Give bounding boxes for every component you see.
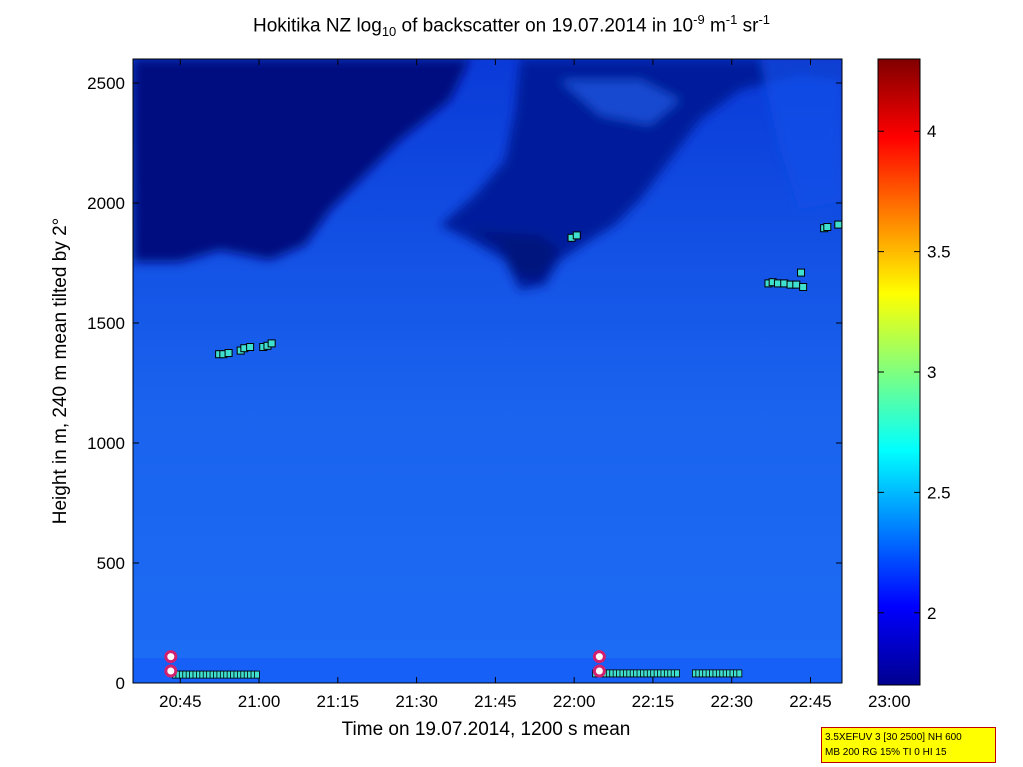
- plot-frame: [132, 58, 843, 684]
- x-tick-label: 21:00: [238, 692, 281, 711]
- low-cloud-marker: [254, 670, 260, 679]
- cloud-base-marker: [267, 339, 276, 348]
- info-box: 3.5XEFUV 3 [30 2500] NH 600 MB 200 RG 15…: [821, 727, 996, 763]
- layer-circle-marker: [164, 664, 178, 678]
- colorbar-axis: 2 2.5 3 3.5 4: [878, 122, 951, 623]
- x-tick-label: 22:00: [553, 692, 596, 711]
- cloud-base-marker: [823, 223, 832, 231]
- y-axis: 0 500 1000 1500 2000 2500: [87, 74, 842, 693]
- cloud-base-marker: [792, 280, 801, 289]
- markers-layer: [164, 220, 842, 679]
- x-tick-label: 22:15: [632, 692, 675, 711]
- layer-circle-marker: [164, 650, 178, 664]
- cloud-base-marker: [834, 220, 842, 229]
- layer-circle-marker: [592, 650, 606, 664]
- y-tick-label: 2500: [87, 74, 125, 93]
- cloud-base-marker: [224, 349, 233, 357]
- x-tick-label: 22:45: [789, 692, 832, 711]
- info-line-1: 3.5XEFUV 3 [30 2500] NH 600: [825, 732, 962, 743]
- x-axis-label: Time on 19.07.2014, 1200 s mean: [342, 719, 631, 740]
- colorbar-tick-label: 2.5: [927, 483, 951, 502]
- x-tick-label: 21:15: [317, 692, 360, 711]
- heatmap-field: [133, 59, 842, 683]
- y-tick-label: 1500: [87, 314, 125, 333]
- cloud-base-marker: [246, 343, 255, 351]
- y-tick-label: 500: [97, 554, 125, 573]
- low-cloud-marker: [736, 669, 743, 678]
- chart-title: Hokitika NZ log10 of backscatter on 19.0…: [252, 12, 771, 40]
- x-tick-label: 22:30: [710, 692, 753, 711]
- x-tick-label: 20:45: [159, 692, 202, 711]
- colorbar-tick-label: 3: [927, 363, 936, 382]
- cloud-base-marker: [572, 231, 581, 240]
- low-cloud-marker: [674, 669, 680, 678]
- cloud-base-marker: [799, 283, 808, 291]
- colorbar-tick-label: 3.5: [927, 243, 951, 262]
- x-tick-label: 23:00: [868, 692, 911, 711]
- low-backscatter-region: [133, 59, 842, 290]
- info-line-2: MB 200 RG 15% TI 0 HI 15: [825, 747, 947, 758]
- colorbar: [878, 59, 920, 685]
- y-axis-label: Height in m, 240 m mean tilted by 2°: [50, 218, 71, 524]
- colorbar-tick-label: 4: [927, 122, 936, 141]
- y-tick-label: 1000: [87, 434, 125, 453]
- cloud-base-marker: [797, 268, 806, 277]
- layer-circle-marker: [592, 664, 606, 678]
- x-tick-label: 21:45: [474, 692, 517, 711]
- y-tick-label: 2000: [87, 194, 125, 213]
- y-tick-label: 0: [116, 674, 125, 693]
- x-tick-label: 21:30: [395, 692, 438, 711]
- colorbar-tick-label: 2: [927, 604, 936, 623]
- lower-haze: [133, 640, 842, 658]
